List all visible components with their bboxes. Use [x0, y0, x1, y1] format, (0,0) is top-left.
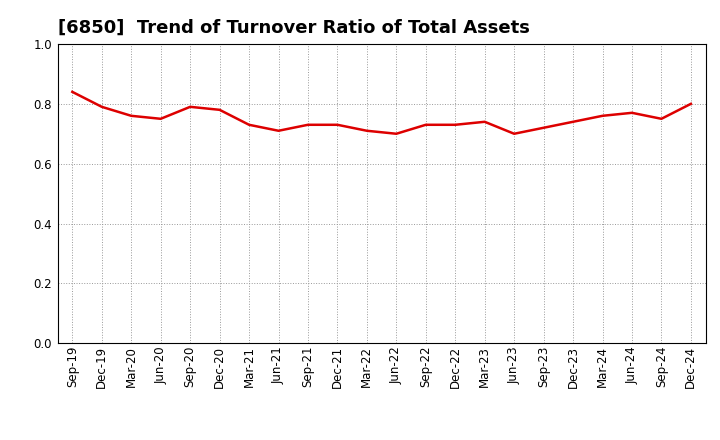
Text: [6850]  Trend of Turnover Ratio of Total Assets: [6850] Trend of Turnover Ratio of Total …	[58, 19, 529, 37]
